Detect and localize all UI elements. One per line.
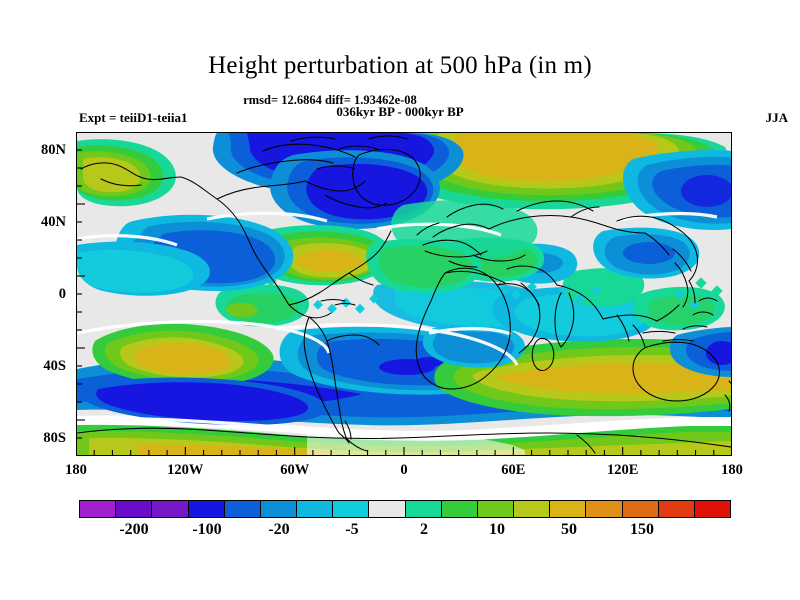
lat-label-40n: 40N (41, 214, 66, 230)
lon-label-0: 0 (400, 462, 408, 478)
colorbar-tick-7: 50 (561, 521, 577, 538)
lon-label-120w: 120W (167, 462, 204, 478)
season-label: JJA (765, 110, 788, 125)
colorbar-band (260, 501, 298, 517)
colorbar-band (369, 501, 406, 517)
colorbar (79, 500, 731, 518)
lon-label-180e: 180 (721, 462, 743, 478)
period-subtitle: 036kyr BP - 000kyr BP (336, 104, 464, 119)
colorbar-band (80, 501, 117, 517)
colorbar-band (586, 501, 623, 517)
colorbar-band (152, 501, 189, 517)
colorbar-tick-8: 150 (630, 521, 654, 538)
colorbar-band (694, 501, 731, 517)
colorbar-band (297, 501, 334, 517)
map-plot-area (76, 132, 732, 456)
contour-map (77, 133, 731, 455)
lon-label-180w: 180 (65, 462, 87, 478)
colorbar-tick-4: -5 (345, 521, 359, 538)
colorbar-band (116, 501, 153, 517)
colorbar-band (658, 501, 695, 517)
colorbar-band (622, 501, 659, 517)
colorbar-band (405, 501, 442, 517)
colorbar-band (224, 501, 261, 517)
colorbar-band (477, 501, 515, 517)
lon-label-120e: 120E (606, 462, 639, 478)
colorbar-band (333, 501, 370, 517)
rmsd-annotation: rmsd= 12.6864 diff= 1.93462e-08 (243, 93, 417, 107)
colorbar-tick-6: 10 (489, 521, 505, 538)
colorbar-band (550, 501, 587, 517)
lat-label-0: 0 (58, 286, 66, 302)
colorbar-tick-5: 2 (420, 521, 428, 538)
experiment-label: Expt = teiiD1-teiia1 (79, 110, 188, 125)
lat-label-40s: 40S (43, 358, 66, 374)
colorbar-tick-2: -100 (192, 521, 222, 538)
lon-label-60w: 60W (280, 462, 310, 478)
colorbar-tick-3: -20 (268, 521, 290, 538)
colorbar-tick-1: -200 (119, 521, 149, 538)
lat-label-80s: 80S (43, 430, 66, 446)
lat-label-80n: 80N (41, 142, 66, 158)
lon-label-60e: 60E (501, 462, 526, 478)
colorbar-band (441, 501, 478, 517)
colorbar-band (188, 501, 225, 517)
colorbar-band (514, 501, 551, 517)
page-title: Height perturbation at 500 hPa (in m) (208, 52, 592, 79)
